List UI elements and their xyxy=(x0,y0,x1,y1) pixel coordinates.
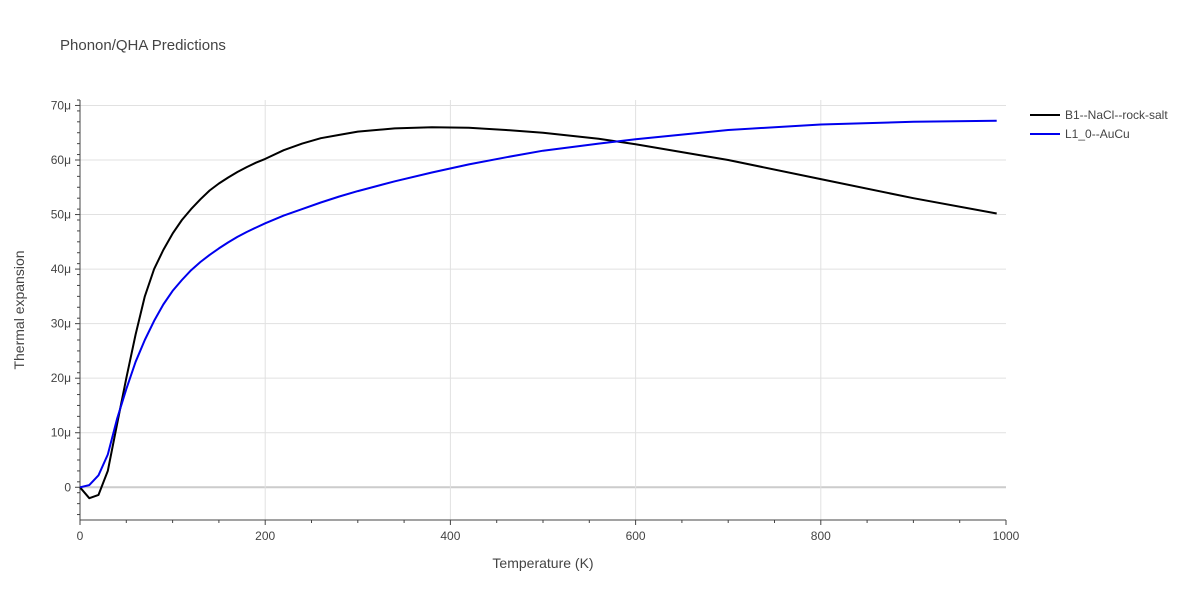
y-tick-label: 50μ xyxy=(51,208,71,222)
y-axis-title: Thermal expansion xyxy=(11,250,27,369)
x-tick-label: 1000 xyxy=(993,529,1020,543)
legend-label: L1_0--AuCu xyxy=(1065,127,1130,141)
y-tick-label: 30μ xyxy=(51,317,71,331)
y-tick-label: 0 xyxy=(64,480,71,494)
x-axis-title: Temperature (K) xyxy=(492,555,593,571)
x-tick-label: 800 xyxy=(811,529,831,543)
series-line-0 xyxy=(79,126,997,500)
x-tick-label: 0 xyxy=(77,529,84,543)
y-tick-label: 20μ xyxy=(51,371,71,385)
chart-title: Phonon/QHA Predictions xyxy=(60,37,226,54)
x-tick-label: 600 xyxy=(626,529,646,543)
y-tick-label: 10μ xyxy=(51,426,71,440)
legend: B1--NaCl--rock-salt L1_0--AuCu xyxy=(1030,108,1168,141)
y-tick-label: 40μ xyxy=(51,262,71,276)
x-tick-label: 200 xyxy=(255,529,275,543)
x-tick-label: 400 xyxy=(440,529,460,543)
series-line-1 xyxy=(79,119,997,489)
grid-lines xyxy=(80,100,1006,520)
legend-label: B1--NaCl--rock-salt xyxy=(1065,108,1168,122)
y-tick-label: 70μ xyxy=(51,98,71,112)
plot-area xyxy=(79,119,997,500)
axes: 0 10μ 20μ 30μ 40μ 50μ 60μ 70μ 0 200 400 600 800 1000 xyxy=(51,98,1020,543)
y-tick-label: 60μ xyxy=(51,153,71,167)
